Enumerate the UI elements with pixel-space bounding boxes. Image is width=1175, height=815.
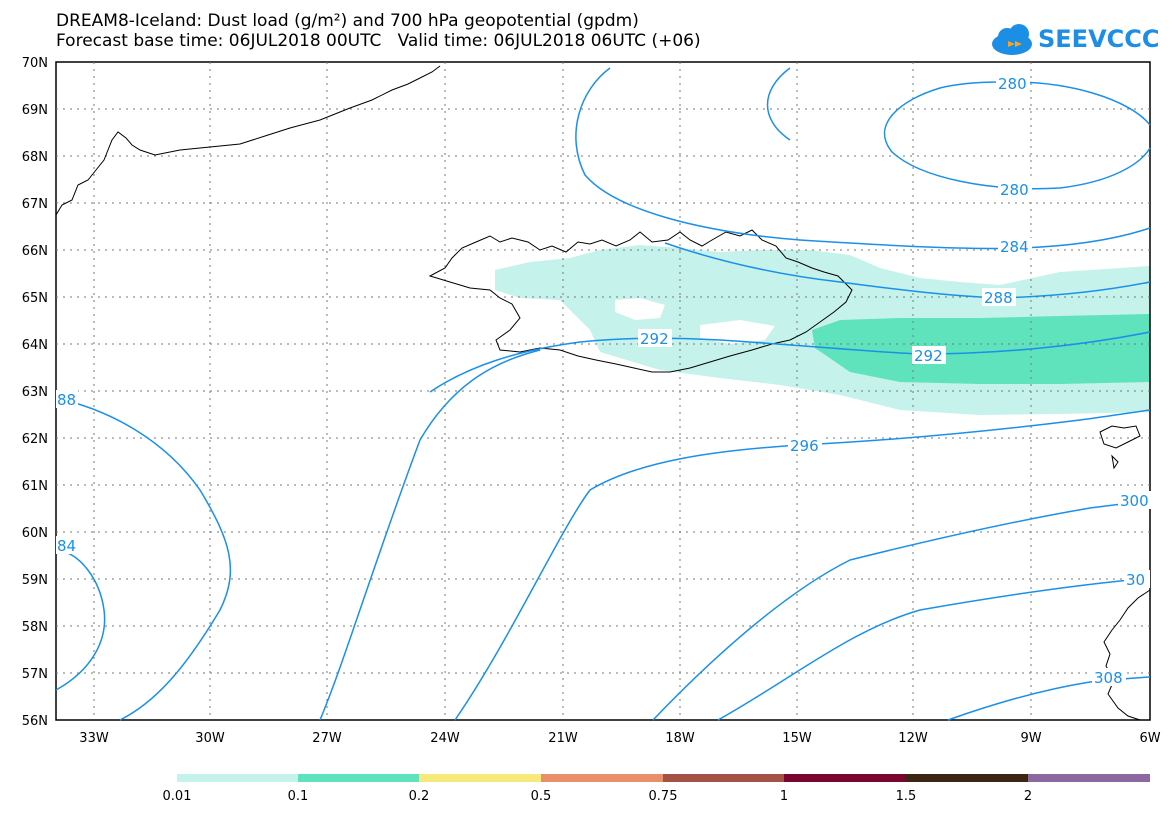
svg-text:88: 88	[57, 391, 76, 409]
svg-text:6W: 6W	[1139, 731, 1160, 746]
contour-308	[947, 676, 1151, 721]
contour-292	[429, 331, 1151, 393]
logo-text: SEEVCCC	[1038, 25, 1160, 53]
svg-text:300: 300	[1120, 492, 1149, 510]
svg-text:24W: 24W	[430, 731, 460, 746]
contour-288-west	[55, 397, 232, 721]
contour-labels: 280 280 284 288 292 292 296 300 30 308 8…	[57, 75, 1149, 687]
svg-text:288: 288	[984, 289, 1013, 307]
svg-text:27W: 27W	[312, 731, 342, 746]
svg-text:308: 308	[1094, 669, 1123, 687]
svg-text:21W: 21W	[548, 731, 578, 746]
svg-text:84: 84	[57, 537, 76, 555]
greenland-coast	[55, 65, 441, 216]
svg-text:33W: 33W	[79, 731, 109, 746]
scotland-islands	[1099, 425, 1141, 470]
svg-text:57N: 57N	[22, 667, 48, 682]
legend-swatch-1	[298, 774, 419, 782]
contour-label-boxes	[56, 74, 1152, 686]
svg-text:280: 280	[1000, 181, 1029, 199]
contour-284	[575, 67, 1151, 250]
contour-288	[664, 242, 1151, 299]
legend-swatch-3	[541, 774, 663, 782]
geopotential-contours	[55, 67, 1151, 721]
svg-text:280: 280	[998, 75, 1027, 93]
legend-tick-6: 1.5	[896, 789, 917, 804]
longitude-labels: 33W 30W 27W 24W 21W 18W 15W 12W 9W 6W	[79, 731, 1160, 746]
svg-text:59N: 59N	[22, 573, 48, 588]
svg-text:67N: 67N	[22, 197, 48, 212]
svg-text:60N: 60N	[22, 526, 48, 541]
svg-text:18W: 18W	[665, 731, 695, 746]
svg-text:68N: 68N	[22, 150, 48, 165]
legend-tick-2: 0.2	[409, 789, 430, 804]
svg-text:15W: 15W	[782, 731, 812, 746]
coastlines	[55, 65, 1151, 721]
legend-tick-1: 0.1	[288, 789, 309, 804]
legend-swatch-2	[419, 774, 541, 782]
legend-tick-0: 0.01	[163, 789, 192, 804]
svg-text:70N: 70N	[22, 56, 48, 71]
contour-296	[319, 349, 541, 721]
svg-text:66N: 66N	[22, 244, 48, 259]
dust-medium-area	[812, 314, 1150, 384]
legend-tick-4: 0.75	[649, 789, 678, 804]
scotland-coast	[1103, 589, 1151, 721]
latitude-labels: 70N 69N 68N 67N 66N 65N 64N 63N 62N 61N …	[22, 56, 48, 729]
legend-tick-5: 1	[780, 789, 788, 804]
legend-swatch-7	[1028, 774, 1150, 782]
iceland-coast	[428, 229, 853, 373]
contour-280-upper	[766, 67, 791, 141]
legend-swatch-5	[784, 774, 906, 782]
svg-text:69N: 69N	[22, 103, 48, 118]
svg-text:56N: 56N	[22, 714, 48, 729]
legend-swatch-4	[663, 774, 784, 782]
svg-text:12W: 12W	[898, 731, 928, 746]
contour-304	[717, 578, 1151, 721]
svg-text:65N: 65N	[22, 291, 48, 306]
svg-text:292: 292	[914, 347, 943, 365]
svg-text:30: 30	[1126, 571, 1145, 589]
legend-swatch-0	[177, 774, 298, 782]
svg-text:292: 292	[640, 330, 669, 348]
svg-text:296: 296	[790, 437, 819, 455]
svg-text:64N: 64N	[22, 338, 48, 353]
svg-text:61N: 61N	[22, 479, 48, 494]
contour-296b	[454, 409, 1151, 721]
svg-text:58N: 58N	[22, 620, 48, 635]
svg-text:30W: 30W	[195, 731, 225, 746]
cloud-icon	[992, 24, 1032, 55]
seevccc-logo	[992, 24, 1032, 55]
map-title: DREAM8-Iceland: Dust load (g/m²) and 700…	[56, 11, 639, 31]
contour-284-west	[55, 549, 106, 691]
color-legend: 0.01 0.1 0.2 0.5 0.75 1 1.5 2	[163, 774, 1150, 804]
contour-280-closed	[884, 81, 1151, 190]
svg-text:63N: 63N	[22, 385, 48, 400]
svg-text:9W: 9W	[1020, 731, 1041, 746]
legend-tick-3: 0.5	[531, 789, 552, 804]
map-subtitle: Forecast base time: 06JUL2018 00UTC Vali…	[56, 31, 701, 51]
svg-text:62N: 62N	[22, 432, 48, 447]
svg-text:284: 284	[1000, 238, 1029, 256]
contour-300	[652, 500, 1151, 721]
legend-swatch-6	[906, 774, 1028, 782]
legend-tick-7: 2	[1024, 789, 1032, 804]
